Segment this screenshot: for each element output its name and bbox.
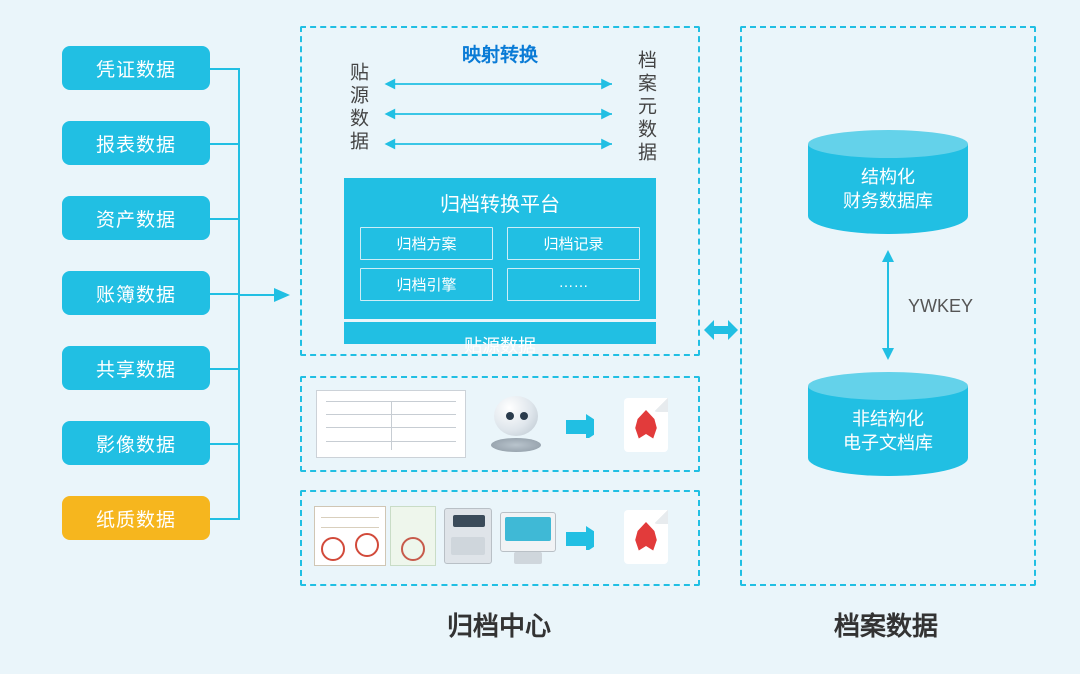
connector-arrowhead [274,284,296,306]
pill-label: 报表数据 [96,130,176,157]
data-pill-voucher: 凭证数据 [62,46,210,90]
data-pill-asset: 资产数据 [62,196,210,240]
platform-cell-scheme: 归档方案 [360,227,493,260]
flow-arrow-icon [566,414,594,438]
mapping-arrows [378,70,622,160]
flow-arrow-icon [566,526,594,550]
vertical-link-arrow [876,250,900,360]
db1-line1: 结构化 [861,165,915,189]
scanned-doc-icon [390,506,436,566]
connector-line [210,218,238,220]
right-section-label: 档案数据 [834,606,938,643]
platform-cell-record: 归档记录 [507,227,640,260]
center-section-label: 归档中心 [447,606,551,643]
scanned-doc-icon [314,506,386,566]
scanner-icon [444,508,492,564]
platform-title: 归档转换平台 [344,178,656,217]
connector-line [210,368,238,370]
db2-line1: 非结构化 [852,407,924,431]
data-pill-shared: 共享数据 [62,346,210,390]
connector-line [238,294,278,296]
connector-line [210,293,238,295]
archive-platform-panel: 归档转换平台 归档方案 归档记录 归档引擎 …… 贴源数据 [344,178,656,344]
monitor-stand [514,552,542,564]
ywkey-label: YWKEY [908,296,973,317]
pdf-icon [624,510,668,564]
pdf-icon [624,398,668,452]
mapping-right-label: 档案元数据 [632,50,659,165]
platform-cell-engine: 归档引擎 [360,268,493,301]
pill-label: 凭证数据 [96,55,176,82]
pill-label: 账簿数据 [96,280,176,307]
platform-cell-more: …… [507,268,640,301]
pill-label: 资产数据 [96,205,176,232]
data-pill-paper: 纸质数据 [62,496,210,540]
platform-bottom-row: 贴源数据 [344,319,656,368]
mapping-left-label: 贴源数据 [344,62,371,154]
robot-icon [486,392,546,452]
data-pill-image: 影像数据 [62,421,210,465]
database-unstructured: 非结构化 电子文档库 [808,372,968,476]
mapping-title-text: 映射转换 [462,45,538,66]
form-document-icon [316,390,466,458]
connector-line [210,518,238,520]
connector-line [210,68,238,70]
data-pill-report: 报表数据 [62,121,210,165]
pill-label: 影像数据 [96,430,176,457]
database-structured: 结构化 财务数据库 [808,130,968,234]
data-pill-ledger: 账簿数据 [62,271,210,315]
monitor-icon [500,512,556,552]
db1-line2: 财务数据库 [843,189,933,213]
pill-label: 纸质数据 [96,505,176,532]
db2-line2: 电子文档库 [843,431,933,455]
connector-line [210,143,238,145]
pill-label: 共享数据 [96,355,176,382]
connector-line [210,443,238,445]
bidirectional-arrow-icon [704,316,738,344]
